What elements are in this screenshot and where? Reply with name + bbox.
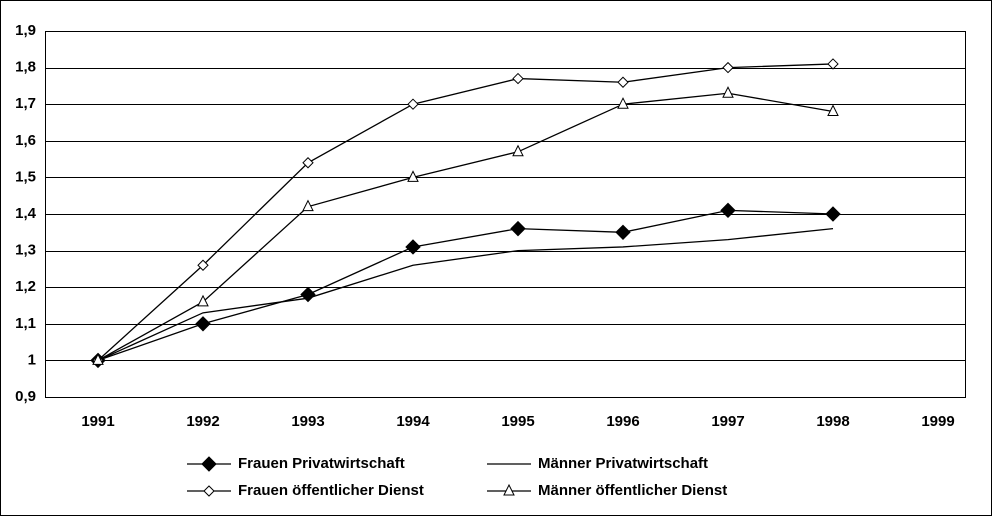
- x-tick-label: 1995: [501, 413, 534, 430]
- marker: [510, 220, 526, 237]
- legend-label: Männer Privatwirtschaft: [538, 455, 708, 472]
- x-tick-label: 1991: [81, 413, 114, 430]
- series-line: [97, 92, 834, 361]
- marker: [302, 157, 314, 169]
- marker: [825, 206, 841, 222]
- marker: [827, 58, 839, 70]
- series-line: [97, 209, 834, 362]
- y-tick-label: 1,3: [15, 242, 36, 259]
- series-line: [97, 63, 834, 361]
- y-tick-label: 1,2: [15, 278, 36, 295]
- x-tick-label: 1999: [921, 413, 954, 430]
- y-tick-label: 1: [28, 351, 36, 368]
- x-tick-label: 1997: [711, 413, 744, 430]
- marker: [405, 239, 421, 255]
- marker: [720, 202, 736, 219]
- marker: [617, 76, 629, 88]
- x-tick-label: 1994: [396, 413, 430, 430]
- marker: [827, 104, 839, 117]
- y-tick-label: 1,4: [15, 205, 37, 222]
- legend-marker: [503, 483, 515, 496]
- marker: [197, 294, 209, 307]
- marker: [722, 86, 734, 98]
- marker: [615, 224, 631, 241]
- marker: [722, 61, 734, 74]
- y-tick-label: 1,1: [15, 315, 36, 332]
- marker: [407, 98, 419, 110]
- marker: [302, 199, 314, 212]
- legend-label: Frauen öffentlicher Dienst: [238, 482, 424, 499]
- legend-marker: [203, 485, 215, 497]
- marker: [617, 97, 629, 109]
- marker: [197, 259, 209, 271]
- marker: [92, 353, 104, 365]
- marker: [512, 144, 524, 157]
- marker: [512, 72, 524, 85]
- legend-label: Männer öffentlicher Dienst: [538, 482, 727, 499]
- legend-label: Frauen Privatwirtschaft: [238, 455, 405, 472]
- legend-marker: [201, 456, 217, 472]
- x-tick-label: 1992: [186, 413, 219, 430]
- x-tick-label: 1998: [816, 413, 849, 430]
- marker: [407, 170, 419, 182]
- x-tick-label: 1996: [606, 413, 639, 430]
- y-tick-label: 1,7: [15, 95, 36, 112]
- y-tick-label: 1,9: [15, 22, 36, 39]
- series-line: [97, 227, 834, 361]
- y-tick-label: 1,8: [15, 59, 36, 76]
- marker: [195, 316, 211, 332]
- y-tick-label: 0,9: [15, 388, 36, 405]
- marker: [300, 286, 316, 303]
- x-tick-label: 1993: [291, 413, 324, 430]
- y-tick-label: 1,5: [15, 168, 36, 185]
- y-tick-label: 1,6: [15, 132, 36, 149]
